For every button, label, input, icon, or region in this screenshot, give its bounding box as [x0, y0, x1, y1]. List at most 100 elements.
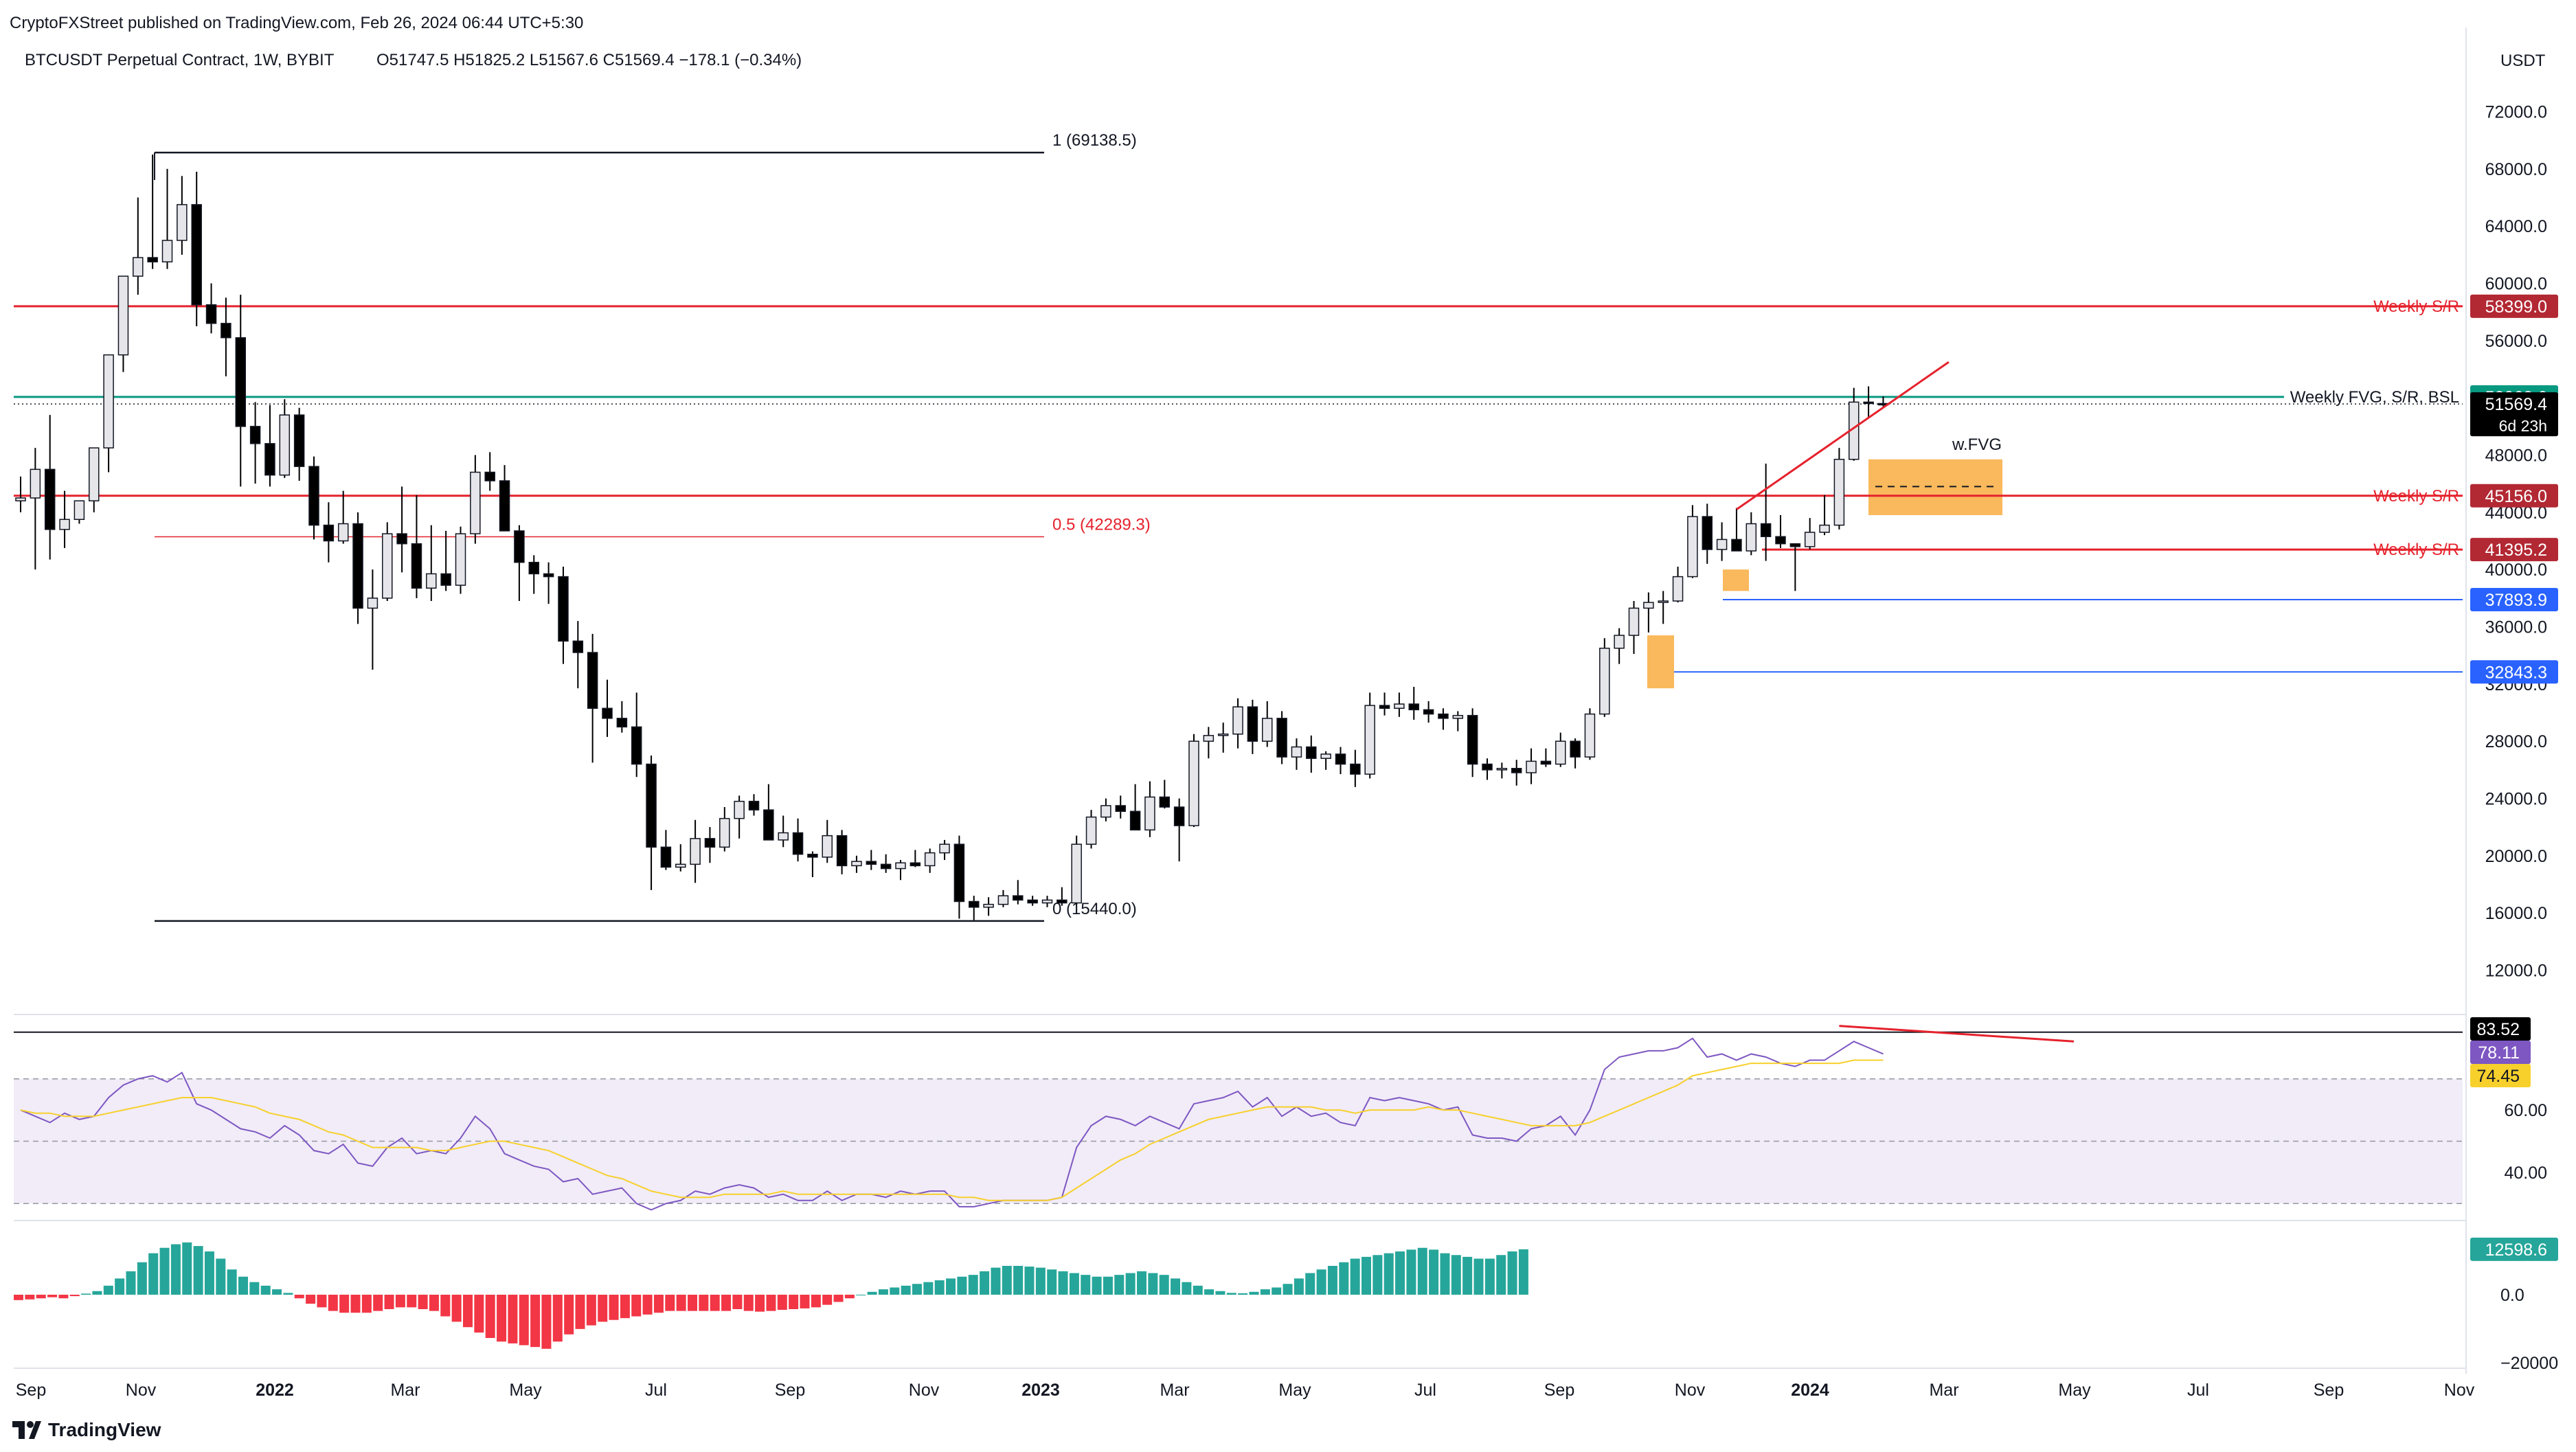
candle	[396, 486, 407, 573]
candle	[499, 465, 510, 532]
candle-body-bull	[177, 204, 188, 241]
candle	[939, 839, 950, 861]
price-tick-label: 12000.0	[2485, 962, 2547, 981]
candle	[1173, 798, 1185, 862]
candle-body-bull	[1203, 735, 1214, 742]
candle-body-bull	[59, 519, 70, 530]
candle-body-bear	[1027, 899, 1038, 904]
histogram-bar	[1372, 1255, 1383, 1295]
histogram-bar	[1193, 1285, 1203, 1295]
price-tag-label: 37893.9	[2485, 591, 2547, 610]
price-tag-box	[2470, 484, 2558, 508]
candle-body-bear	[308, 466, 319, 526]
time-tick-label: Nov	[1675, 1381, 1706, 1400]
candle-body-bull	[1217, 734, 1229, 736]
candle	[602, 679, 613, 737]
time-tick-label: Mar	[390, 1381, 420, 1400]
candle	[1408, 687, 1419, 720]
current-price-tag-box	[2470, 392, 2558, 437]
candle-body-bear	[1247, 706, 1258, 742]
candle	[895, 860, 906, 881]
histogram-bar	[440, 1295, 451, 1317]
candle-body-bull	[367, 598, 379, 609]
histogram-bar	[1473, 1258, 1484, 1295]
candle	[1217, 723, 1229, 753]
histogram-bar	[1148, 1273, 1158, 1295]
candle-body-bear	[1306, 746, 1317, 759]
candle	[1335, 747, 1346, 775]
candle-body-bull	[1144, 796, 1155, 831]
histogram-bar	[1081, 1275, 1091, 1295]
candle	[1438, 708, 1449, 730]
tradingview-wordmark: TradingView	[48, 1419, 161, 1440]
histogram-bar	[676, 1295, 686, 1311]
candle	[161, 168, 173, 269]
histogram-bar	[249, 1282, 260, 1295]
candle	[89, 447, 100, 512]
candle-body-bull	[103, 354, 114, 449]
candle-body-bear	[205, 304, 217, 324]
candle	[337, 490, 349, 544]
histogram-value-tag-box	[2470, 1237, 2558, 1261]
histogram-bar	[317, 1295, 327, 1308]
price-tick-label: 20000.0	[2485, 847, 2547, 866]
candle	[1350, 749, 1361, 787]
histogram-bar	[1238, 1293, 1248, 1295]
rsi-value-tag: 78.11	[2478, 1043, 2520, 1063]
candle	[1702, 503, 1713, 564]
histogram-bar	[508, 1295, 518, 1343]
candle	[1071, 835, 1082, 905]
histogram-bar	[1362, 1256, 1371, 1295]
candle	[997, 889, 1009, 907]
time-tick-label: 2022	[256, 1381, 294, 1400]
price-tick-label: 24000.0	[2485, 790, 2547, 809]
candle-body-bull	[1804, 532, 1816, 547]
histogram-bar	[1159, 1275, 1169, 1295]
candle	[587, 633, 598, 763]
candle	[1804, 518, 1816, 549]
candle	[1188, 734, 1199, 828]
histogram-bar	[1406, 1249, 1416, 1295]
histogram-bar	[1035, 1267, 1046, 1295]
histogram-bar	[25, 1295, 35, 1300]
candle-body-bull	[1628, 607, 1640, 636]
price-axis-ticks: 72000.068000.064000.060000.056000.052000…	[2485, 103, 2547, 981]
candle	[866, 850, 877, 870]
histogram-bar	[1137, 1271, 1146, 1295]
time-tick-label: May	[1278, 1381, 1311, 1400]
tradingview-branding[interactable]: TradingView	[12, 1416, 161, 1444]
histogram-bar	[766, 1295, 776, 1311]
histogram-bar	[418, 1295, 428, 1309]
candle-body-bull	[924, 852, 936, 867]
candle-body-bear	[1335, 753, 1346, 765]
price-tick-label: 60000.0	[2485, 275, 2547, 294]
histogram-bar	[170, 1244, 181, 1295]
histogram-bar	[204, 1251, 214, 1295]
candle-body-bear	[499, 480, 510, 532]
candle-body-bull	[1085, 816, 1097, 845]
histogram-bar	[451, 1295, 462, 1322]
histogram-bar	[47, 1295, 58, 1297]
histogram-bar	[103, 1285, 113, 1295]
candle	[1599, 638, 1610, 717]
histogram-bar	[541, 1295, 552, 1349]
candle-body-bear	[1438, 713, 1449, 719]
symbol-title[interactable]: BTCUSDT Perpetual Contract, 1W, BYBIT	[25, 51, 335, 69]
histogram-bar	[1429, 1249, 1439, 1295]
histogram-bar	[755, 1295, 765, 1312]
price-tag-box	[2470, 660, 2558, 684]
candle-body-bear	[191, 204, 202, 306]
histogram-bar	[811, 1295, 821, 1308]
price-axis-unit: USDT	[2500, 52, 2546, 70]
candle	[15, 476, 26, 512]
candle	[1526, 748, 1537, 784]
candle-body-bear	[221, 323, 231, 339]
candle	[1731, 508, 1742, 552]
candle-body-bull	[983, 903, 994, 908]
rsi-pane: 60.00 40.00 83.52 78.11 74.45	[14, 1017, 2547, 1211]
resistance-trendline	[1736, 361, 1950, 510]
candle-body-bear	[1013, 895, 1024, 901]
histogram-bar	[350, 1295, 361, 1313]
histogram-bar	[552, 1295, 563, 1342]
